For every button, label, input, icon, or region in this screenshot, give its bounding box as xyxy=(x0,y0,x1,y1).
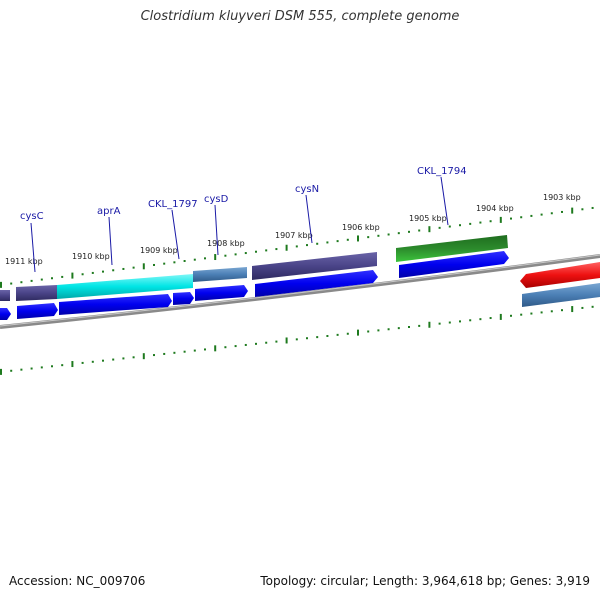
cds-arrow-red[interactable] xyxy=(520,262,600,288)
accession-label: Accession: NC_009706 xyxy=(9,574,146,588)
cds-arrow[interactable] xyxy=(255,270,378,297)
gene-label-apra[interactable]: aprA xyxy=(97,206,121,217)
genome-backbone-highlight xyxy=(0,254,600,327)
gene-label-cysc[interactable]: cysC xyxy=(20,211,44,222)
cds-arrow[interactable] xyxy=(59,294,172,315)
cds-arrow[interactable] xyxy=(17,303,58,319)
gene-feature-arpA[interactable] xyxy=(57,274,193,299)
gene-feature[interactable] xyxy=(16,285,57,301)
kbp-label: 1903 kbp xyxy=(543,193,581,202)
gene-feature[interactable] xyxy=(522,283,600,307)
gene-feature[interactable] xyxy=(0,290,10,301)
kbp-ticks-lower xyxy=(0,305,594,375)
map-title: Clostridium kluyveri DSM 555, complete g… xyxy=(140,9,460,24)
gene-label-cysd[interactable]: cysD xyxy=(204,194,229,205)
cds-arrow[interactable] xyxy=(173,292,194,305)
kbp-ticks-upper xyxy=(0,206,594,288)
gene-feature-ckl1794[interactable] xyxy=(396,235,508,262)
kbp-label: 1904 kbp xyxy=(476,204,514,213)
gene-labels xyxy=(30,176,449,273)
topology-label: Topology: circular; Length: 3,964,618 bp… xyxy=(260,574,590,588)
kbp-label: 1905 kbp xyxy=(409,214,447,223)
cds-arrow[interactable] xyxy=(399,251,509,278)
kbp-label: 1910 kbp xyxy=(72,252,110,261)
gene-label-cysn[interactable]: cysN xyxy=(295,184,319,195)
genome-backbone xyxy=(0,254,600,329)
gene-feature[interactable] xyxy=(252,252,377,280)
cds-arrow[interactable] xyxy=(195,285,248,301)
kbp-label: 1907 kbp xyxy=(275,231,313,240)
gene-feature[interactable] xyxy=(193,267,247,282)
kbp-label: 1911 kbp xyxy=(5,257,43,266)
kbp-label: 1906 kbp xyxy=(342,223,380,232)
kbp-label: 1909 kbp xyxy=(140,246,178,255)
kbp-label: 1908 kbp xyxy=(207,239,245,248)
gene-label-ckl1797[interactable]: CKL_1797 xyxy=(148,199,198,210)
gene-label-ckl1794[interactable]: CKL_1794 xyxy=(417,166,467,177)
cds-arrow[interactable] xyxy=(0,308,11,320)
